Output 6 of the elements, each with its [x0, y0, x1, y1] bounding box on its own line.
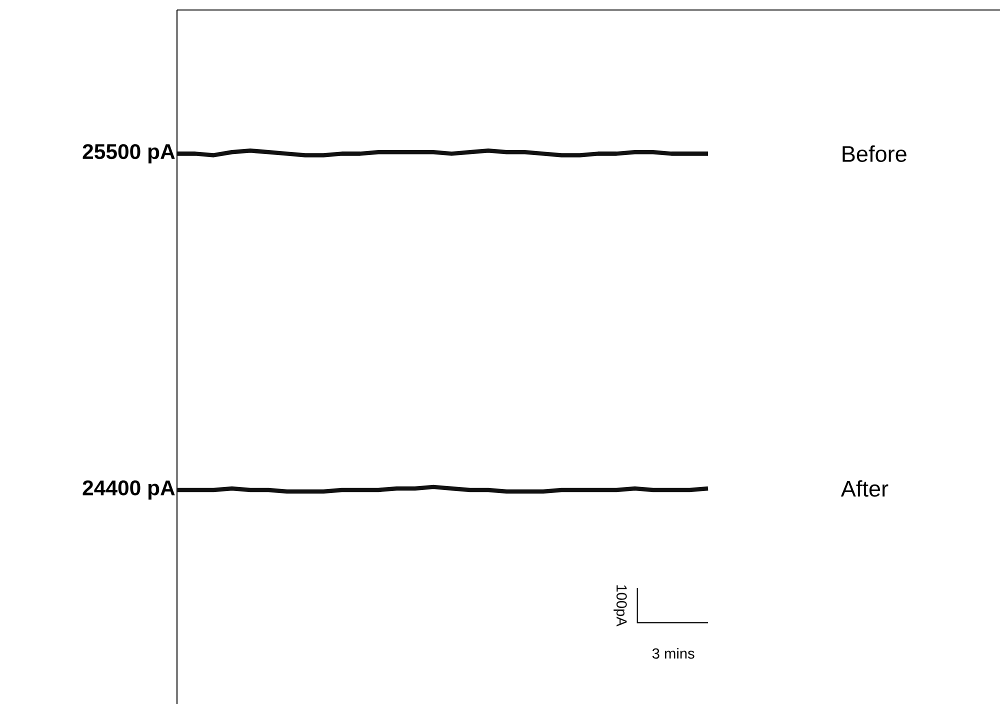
y-tick-label: 24400 pA — [82, 480, 175, 500]
y-tick-label: 25500 pA — [82, 144, 175, 164]
text: After — [840, 480, 888, 497]
annotation: 3 mins — [652, 648, 694, 659]
text: Before — [842, 145, 906, 162]
annotation: 100pA — [614, 585, 627, 626]
